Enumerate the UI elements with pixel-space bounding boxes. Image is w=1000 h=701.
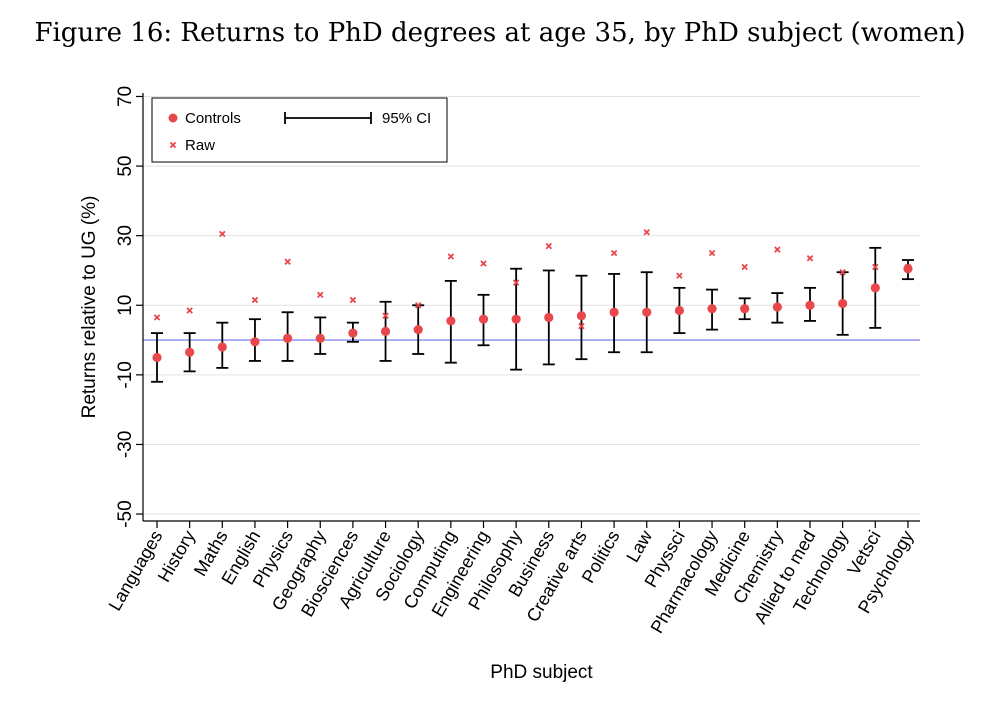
controls-point (315, 333, 325, 343)
y-tick-label: -30 (115, 431, 136, 458)
raw-point-stroke (349, 296, 357, 304)
controls-point (217, 342, 227, 352)
raw-point-stroke (382, 312, 389, 319)
y-tick-label: -10 (115, 361, 136, 388)
controls-point (250, 337, 260, 347)
legend-raw-stroke (169, 141, 177, 149)
controls-point (576, 311, 587, 321)
raw-point (317, 291, 324, 299)
raw-point (251, 296, 259, 304)
raw-point (219, 230, 226, 238)
x-axis: LanguagesHistoryMathsEnglishPhysicsGeogr… (105, 520, 920, 637)
legend-ci-label: 95% CI (382, 110, 431, 127)
raw-point-stroke (447, 253, 455, 260)
y-axis: -50 -30 -10 10 30 50 70 (115, 86, 144, 528)
raw-point-stroke (872, 263, 879, 271)
y-tick-label: 50 (115, 156, 136, 177)
legend: Controls Raw 95% CI (151, 97, 448, 163)
controls-point (838, 298, 848, 309)
raw-point-stroke (186, 307, 193, 314)
legend-ci-marker (284, 112, 372, 124)
raw-point (578, 322, 585, 330)
controls-point (609, 307, 619, 317)
x-axis-label: PhD subject (490, 662, 593, 683)
raw-point-stroke (317, 291, 324, 299)
raw-points (153, 228, 912, 330)
y-tick-label: -50 (115, 500, 136, 527)
raw-point-stroke (904, 263, 912, 271)
controls-point (446, 316, 456, 326)
raw-point (349, 296, 357, 304)
raw-point-stroke (643, 228, 650, 236)
raw-point (741, 263, 748, 271)
raw-point (643, 228, 650, 236)
controls-point (152, 352, 162, 363)
controls-point (511, 314, 521, 324)
controls-point (380, 326, 391, 336)
raw-point (153, 314, 161, 321)
controls-point (413, 325, 423, 335)
raw-point-stroke (251, 296, 259, 304)
controls-point (740, 304, 750, 314)
ci-bars (151, 246, 914, 383)
raw-point (414, 302, 422, 309)
controls-point (903, 264, 913, 274)
raw-point-stroke (284, 258, 291, 266)
y-tick-label: 70 (115, 86, 136, 107)
controls-point (185, 347, 195, 357)
controls-point (805, 300, 815, 310)
raw-point-stroke (512, 279, 520, 286)
raw-point (774, 246, 781, 253)
controls-point (870, 283, 880, 293)
raw-point-stroke (545, 242, 553, 250)
raw-point (708, 249, 716, 257)
raw-point (186, 307, 193, 314)
y-tick-label: 30 (115, 225, 136, 246)
controls-point (544, 312, 554, 323)
raw-point (806, 255, 814, 262)
legend-raw-label: Raw (185, 137, 215, 154)
raw-point (904, 263, 912, 271)
raw-point-stroke (610, 249, 618, 257)
controls-point (674, 305, 685, 316)
raw-point (872, 263, 879, 271)
raw-point-stroke (414, 302, 422, 309)
raw-point-stroke (219, 230, 226, 238)
raw-point-stroke (480, 260, 487, 267)
grid (143, 95, 920, 515)
raw-point (382, 312, 389, 319)
raw-point-stroke (578, 322, 585, 330)
raw-point (447, 253, 455, 260)
raw-point-stroke (774, 246, 781, 253)
controls-point (642, 307, 652, 317)
raw-point (839, 268, 846, 276)
raw-point (545, 242, 553, 250)
controls-point (772, 302, 782, 312)
legend-box (151, 97, 448, 163)
controls-point (707, 304, 717, 314)
legend-controls-marker (168, 113, 178, 123)
raw-point (512, 279, 520, 286)
raw-point-stroke (708, 249, 716, 257)
controls-point (348, 328, 358, 338)
raw-point (610, 249, 618, 257)
figure-title: Figure 16: Returns to PhD degrees at age… (34, 18, 966, 48)
controls-point (283, 333, 293, 343)
raw-point-stroke (676, 272, 683, 279)
raw-point (676, 272, 683, 279)
legend-controls-label: Controls (185, 110, 241, 127)
controls-point (478, 314, 489, 324)
raw-point-stroke (741, 263, 748, 271)
y-tick-label: 10 (115, 295, 136, 316)
raw-point-stroke (806, 255, 814, 262)
raw-point-stroke (153, 314, 161, 321)
controls-points (152, 264, 913, 363)
raw-point (284, 258, 291, 266)
raw-point (480, 260, 487, 267)
raw-point-stroke (839, 268, 846, 276)
legend-raw-marker (169, 141, 177, 149)
y-axis-label: Returns relative to UG (%) (79, 196, 100, 419)
